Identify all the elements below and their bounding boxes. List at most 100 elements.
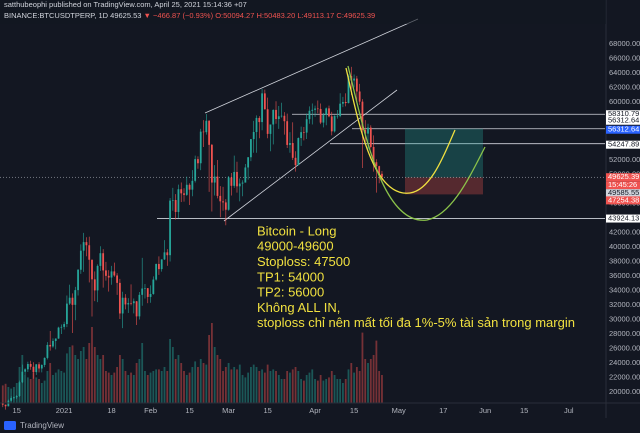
annotation-line: stoploss chỉ nên mất tối đa 1%-5% tài sả… (257, 315, 575, 330)
volume-bar (277, 375, 280, 403)
volume-bar (13, 387, 15, 403)
volume-bar (238, 364, 241, 403)
candle-body (252, 132, 255, 140)
candle-body (191, 180, 194, 190)
price-axis (606, 0, 640, 418)
volume-bar (46, 371, 49, 403)
volume-bar (247, 372, 250, 403)
header-band (0, 0, 606, 24)
volume-bar (74, 355, 77, 403)
candle-body (121, 297, 124, 314)
candle-body (261, 93, 263, 123)
candle-body (63, 324, 66, 327)
y-tick-label: 34000.00 (609, 285, 640, 294)
y-tick-label: 42000.00 (609, 227, 640, 236)
volume-bar (364, 359, 367, 403)
volume-bar (375, 340, 378, 403)
volume-bar (174, 359, 177, 403)
candle-body (40, 364, 43, 369)
candle-body (342, 102, 344, 104)
annotation-line: Stoploss: 47500 (257, 254, 350, 269)
volume-bar (107, 372, 110, 403)
candle-body (272, 109, 275, 125)
x-tick-label: Jul (564, 406, 574, 415)
symbol: BINANCE:BTCUSDTPERP, 1D 49625.53 ▼ −466.… (4, 11, 375, 20)
volume-bar (35, 377, 38, 403)
volume-bar (241, 375, 244, 403)
price-label-box (606, 189, 640, 198)
candle-body (180, 189, 183, 194)
volume-bar (155, 369, 158, 403)
candle-body (177, 189, 180, 212)
volume-bar (146, 375, 149, 403)
candle-body (38, 364, 40, 369)
y-tick-label: 66000.00 (609, 53, 640, 62)
candle-body (227, 177, 230, 210)
candle-body (127, 303, 130, 305)
y-tick-label: 62000.00 (609, 82, 640, 91)
volume-bar (233, 367, 236, 403)
volume-bar (127, 375, 130, 403)
candle-body (32, 366, 35, 373)
candle-body (372, 146, 375, 163)
brand-logo (4, 421, 16, 430)
candle-body (375, 162, 378, 167)
candle-body (330, 116, 333, 132)
candle-body (344, 102, 347, 104)
volume-bar (291, 369, 294, 403)
y-tick-label: 64000.00 (609, 68, 640, 77)
volume-bar (213, 347, 216, 403)
candle-body (60, 326, 63, 328)
candle-body (311, 109, 314, 111)
candle-body (367, 127, 369, 134)
candle-body (135, 301, 138, 317)
volume-bar (138, 359, 141, 403)
candle-body (54, 338, 57, 341)
channel-upper (204, 18, 419, 114)
volume-bar (300, 379, 303, 403)
candle-body (144, 288, 146, 289)
volume-bar (124, 371, 127, 403)
candle-body (381, 173, 383, 178)
candle-body (82, 242, 85, 251)
price-label: 15:45:26 (608, 180, 637, 189)
volume-bar (319, 375, 322, 403)
volume-bar (325, 379, 328, 403)
volume-bar (252, 364, 255, 403)
price-label-box (606, 140, 640, 149)
candle-body (328, 108, 330, 117)
volume-bar (224, 367, 227, 403)
candle-body (316, 108, 319, 110)
price-label-box (606, 196, 640, 205)
candle-body (13, 397, 15, 398)
candle-body (149, 293, 152, 297)
volume-bar (283, 379, 286, 403)
volume-bar (169, 339, 171, 403)
candle-body (1, 402, 4, 405)
candle-body (10, 397, 13, 401)
candle-body (21, 371, 24, 383)
volume-bar (269, 371, 272, 403)
x-tick-label: Feb (144, 406, 157, 415)
candle-body (174, 200, 177, 212)
candle-body (194, 159, 197, 181)
candle-body (277, 116, 280, 120)
y-tick-label: 28000.00 (609, 329, 640, 338)
candle-body (107, 275, 110, 278)
volume-bar (297, 371, 300, 403)
price-label: 49625.39 (608, 172, 639, 181)
volume-bar (71, 345, 74, 403)
annotation-line: Bitcoin - Long (257, 223, 337, 238)
y-tick-label: 22000.00 (609, 372, 640, 381)
candle-body (233, 171, 236, 186)
volume-bar (68, 347, 71, 403)
candle-body (79, 250, 82, 270)
volume-bar (24, 375, 26, 403)
volume-bar (266, 364, 269, 403)
volume-bar (93, 347, 96, 403)
y-tick-label: 26000.00 (609, 343, 640, 352)
candle-body (188, 184, 191, 190)
volume-bar (121, 359, 124, 403)
candle-body (378, 166, 381, 174)
